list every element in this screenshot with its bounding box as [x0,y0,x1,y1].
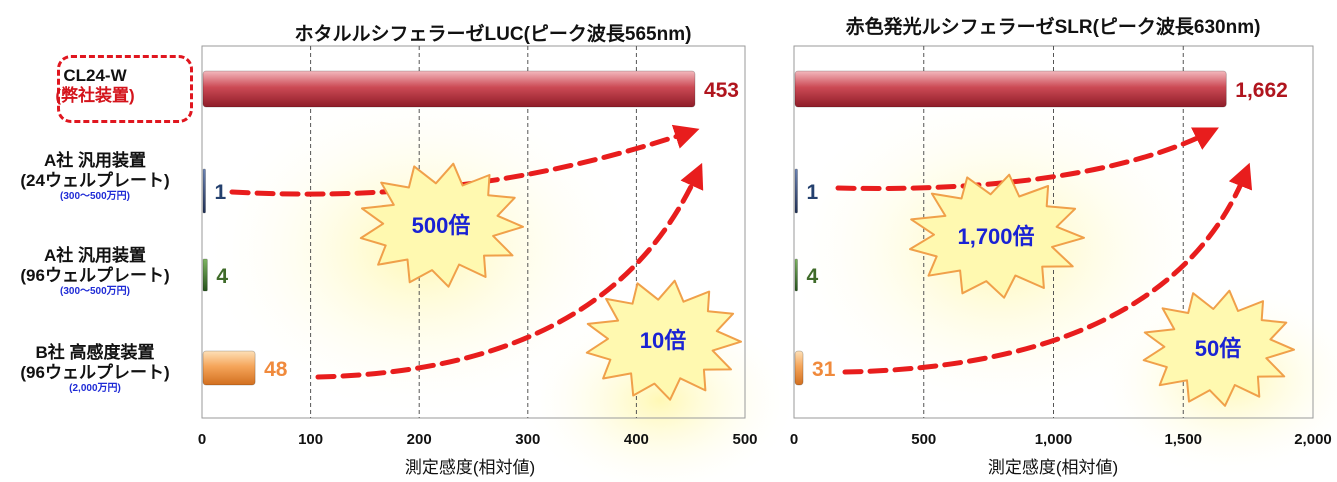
x-tick-label-2: 200 [407,431,432,448]
category-0-line2: (弊社装置) [55,86,135,105]
bar-2 [794,258,798,292]
burst-shape-3 [1142,289,1295,407]
category-label-2: A社 汎用装置 (96ウェルプレート) (300～500万円) [0,246,190,298]
burst-label-1: 10倍 [640,328,686,353]
category-label-3: B社 高感度装置 (96ウェルプレート) (2,000万円) [0,343,190,395]
x-tick-label-3: 1,500 [1164,431,1202,448]
bar-0 [794,70,1227,108]
category-2-line1: A社 汎用装置 [44,246,146,265]
burst-shape-1 [585,279,742,401]
multiplier-bursts: 500倍 10倍 1,700倍 50倍 [359,162,1295,407]
category-2-price: (300～500万円) [59,286,131,297]
category-label-0: CL24-W (弊社装置) [0,66,190,106]
chart-left: ホタルルシフェラーゼLUC(ピーク波長565nm) 453 1 4 48 0 100 20… [198,22,758,477]
bar-1 [794,168,798,214]
value-label-0: 453 [704,79,739,102]
category-1-line1: A社 汎用装置 [44,151,146,170]
category-label-1: A社 汎用装置 (24ウェルプレート) (300～500万円) [0,151,190,203]
burst-label-0: 500倍 [412,213,471,238]
chart-right-xlabel: 測定感度(相対値) [988,458,1118,477]
arrow-left-lower [315,162,704,380]
highlight-frame [57,55,193,123]
category-3-line2: (96ウェルプレート) [20,363,170,382]
x-tick-label-4: 400 [624,431,649,448]
bar-1 [202,168,206,214]
category-0-line1: CL24-W [63,66,127,85]
x-tick-label-2: 1,000 [1035,431,1073,448]
arrow-right-lower [842,162,1253,375]
x-tick-label-0: 0 [790,431,798,448]
x-tick-label-5: 500 [732,431,757,448]
value-label-0: 1,662 [1235,79,1288,102]
value-label-1: 1 [807,181,819,204]
x-ticks-right: 0 500 1,000 1,500 2,000 [790,431,1332,448]
value-label-1: 1 [215,181,227,204]
x-tick-label-1: 100 [298,431,323,448]
bars-left [202,70,696,386]
bar-3 [202,350,256,386]
category-2-line2: (96ウェルプレート) [20,266,170,285]
burst-label-3: 50倍 [1195,336,1241,361]
value-labels-right: 1,662 1 4 31 [807,79,1288,381]
burst-shape-0 [359,162,524,288]
value-label-2: 4 [216,265,228,288]
value-label-3: 31 [812,358,836,381]
category-3-line1: B社 高感度装置 [35,343,155,362]
bar-2 [202,258,208,292]
category-1-price: (300～500万円) [59,191,131,202]
bars-right [794,70,1227,386]
chart-right: 赤色発光ルシフェラーゼSLR(ピーク波長630nm) 1,662 1 4 31 0 50… [790,15,1332,477]
burst-label-2: 1,700倍 [957,224,1034,249]
category-3-price: (2,000万円) [69,383,121,394]
x-tick-label-1: 500 [911,431,936,448]
category-1-line2: (24ウェルプレート) [20,171,170,190]
burst-shape-2 [909,173,1085,299]
x-tick-label-0: 0 [198,431,206,448]
x-tick-label-3: 300 [515,431,540,448]
value-label-2: 4 [807,265,819,288]
arrow-right-upper [835,127,1219,191]
value-label-3: 48 [264,358,288,381]
value-labels-left: 453 1 4 48 [215,79,740,381]
bar-3 [794,350,804,386]
chart-left-xlabel: 測定感度(相対値) [405,458,535,477]
chart-left-title: ホタルルシフェラーゼLUC(ピーク波長565nm) [295,22,692,45]
bar-0 [202,70,696,108]
chart-right-title: 赤色発光ルシフェラーゼSLR(ピーク波長630nm) [846,15,1261,38]
plot-area-left [201,45,746,419]
x-ticks-left: 0 100 200 300 400 500 [198,431,758,448]
x-tick-label-4: 2,000 [1294,431,1332,448]
